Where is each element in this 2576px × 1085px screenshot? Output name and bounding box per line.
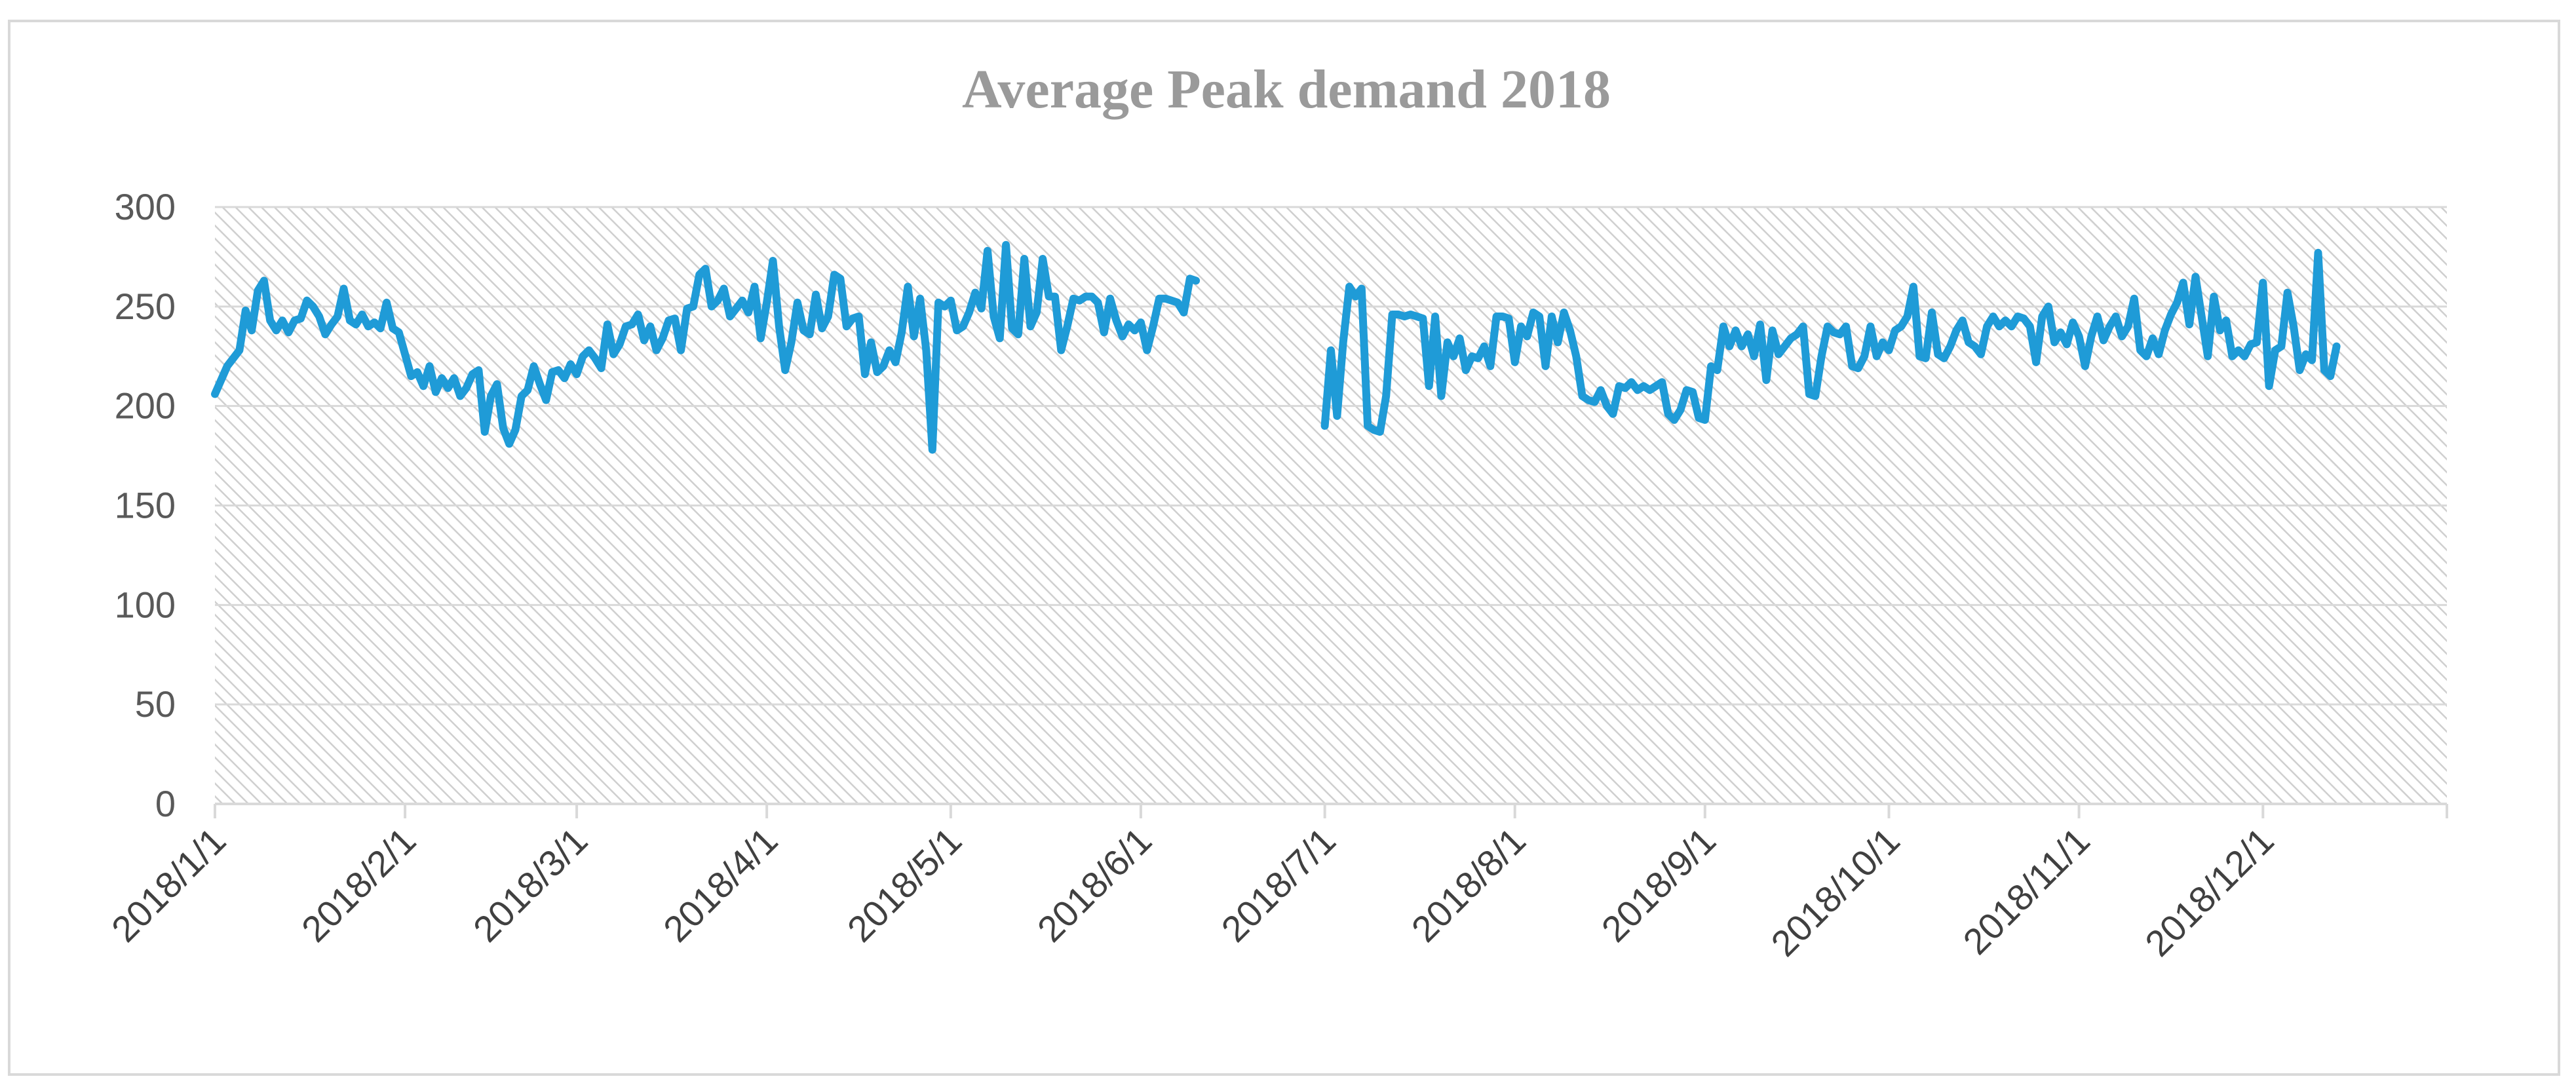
x-tick-label: 2018/5/1 bbox=[839, 820, 970, 950]
x-tick-label: 2018/4/1 bbox=[655, 820, 786, 950]
series-line-segment bbox=[1180, 275, 1201, 316]
y-tick-label: 0 bbox=[155, 783, 176, 824]
x-tick-label: 2018/1/1 bbox=[104, 820, 234, 950]
series-group bbox=[211, 240, 2341, 454]
y-tick-label: 100 bbox=[115, 584, 176, 625]
chart-frame: Average Peak demand 2018 0 50 100 150 200 250… bbox=[8, 20, 2560, 1076]
chart-title: Average Peak demand 2018 bbox=[962, 59, 1611, 120]
x-tick-label: 2018/11/1 bbox=[1955, 820, 2098, 962]
y-tick-label: 50 bbox=[135, 683, 176, 725]
y-tick-label: 250 bbox=[115, 286, 176, 327]
y-tick-label: 150 bbox=[115, 485, 176, 526]
x-tick-label: 2018/2/1 bbox=[294, 820, 424, 950]
x-tick-labels: 2018/1/1 2018/2/1 2018/3/1 2018/4/1 2018/5/1… bbox=[104, 820, 2282, 964]
series-line-segment bbox=[1320, 248, 2341, 436]
series-line-segment bbox=[211, 240, 1188, 454]
y-tick-labels: 0 50 100 150 200 250 300 bbox=[115, 186, 176, 824]
x-tick-label: 2018/8/1 bbox=[1404, 820, 1534, 950]
x-tick-label: 2018/9/1 bbox=[1594, 820, 1724, 950]
y-tick-label: 200 bbox=[115, 385, 176, 427]
x-tick-label: 2018/10/1 bbox=[1763, 820, 1908, 964]
x-tick-label: 2018/7/1 bbox=[1213, 820, 1343, 950]
y-tick-label: 300 bbox=[115, 186, 176, 227]
x-tick-label: 2018/3/1 bbox=[465, 820, 596, 950]
x-tick-label: 2018/12/1 bbox=[2137, 820, 2282, 964]
x-tick-label: 2018/6/1 bbox=[1029, 820, 1160, 950]
line-chart: Average Peak demand 2018 0 50 100 150 200 250… bbox=[104, 59, 2448, 964]
gridlines bbox=[215, 206, 2447, 706]
axes bbox=[214, 803, 2448, 818]
